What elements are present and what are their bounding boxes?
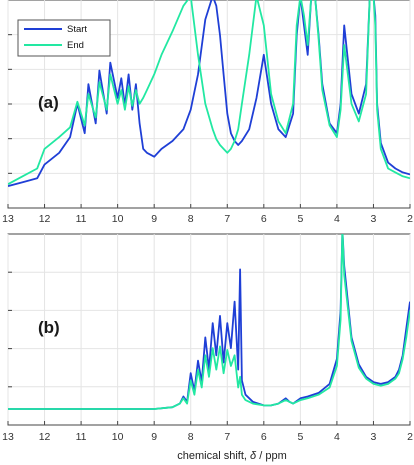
x-axis-label: chemical shift, δ / ppm xyxy=(177,450,286,462)
legend-label-end: End xyxy=(67,40,84,51)
x-axis-label-symbol: δ xyxy=(250,450,257,462)
x-tick-label: 8 xyxy=(188,213,194,225)
x-tick-label: 4 xyxy=(334,431,340,443)
x-tick-label: 7 xyxy=(224,431,230,443)
x-tick-label: 8 xyxy=(188,431,194,443)
legend-label-start: Start xyxy=(67,24,87,35)
x-tick-label: 11 xyxy=(76,431,87,443)
x-axis-label-name: chemical shift, xyxy=(177,450,247,462)
x-tick-label: 11 xyxy=(76,213,87,225)
x-tick-label: 10 xyxy=(112,431,124,443)
x-tick-label: 10 xyxy=(112,213,124,225)
x-tick-label: 2 xyxy=(407,431,413,443)
x-tick-label: 9 xyxy=(151,431,157,443)
x-tick-label: 5 xyxy=(297,431,303,443)
x-tick-label: 7 xyxy=(224,213,230,225)
x-tick-label: 3 xyxy=(371,431,377,443)
x-tick-label: 6 xyxy=(261,213,267,225)
x-tick-label: 12 xyxy=(39,431,51,443)
x-tick-label: 12 xyxy=(39,213,51,225)
x-axis-label-unit: / ppm xyxy=(259,450,287,462)
panel-b-ticks: 13 12 11 10 9 8 7 6 5 4 3 2 xyxy=(2,431,413,443)
x-tick-label: 13 xyxy=(2,213,14,225)
panel-b-label: (b) xyxy=(38,318,60,337)
panel-a-label: (a) xyxy=(38,93,59,112)
legend-box xyxy=(18,20,110,56)
legend: Start End xyxy=(18,20,110,56)
x-tick-label: 4 xyxy=(334,213,340,225)
x-tick-label: 3 xyxy=(371,213,377,225)
x-tick-label: 9 xyxy=(151,213,157,225)
x-tick-label: 6 xyxy=(261,431,267,443)
panel-a-ticks: 13 12 11 10 9 8 7 6 5 4 3 2 xyxy=(2,213,413,225)
panel-b: 13 12 11 10 9 8 7 6 5 4 3 2 (b) xyxy=(2,230,413,443)
x-tick-label: 5 xyxy=(297,213,303,225)
x-tick-label: 13 xyxy=(2,431,14,443)
x-tick-label: 2 xyxy=(407,213,413,225)
panel-a: 13 12 11 10 9 8 7 6 5 4 3 2 (a) Start End xyxy=(2,0,413,225)
